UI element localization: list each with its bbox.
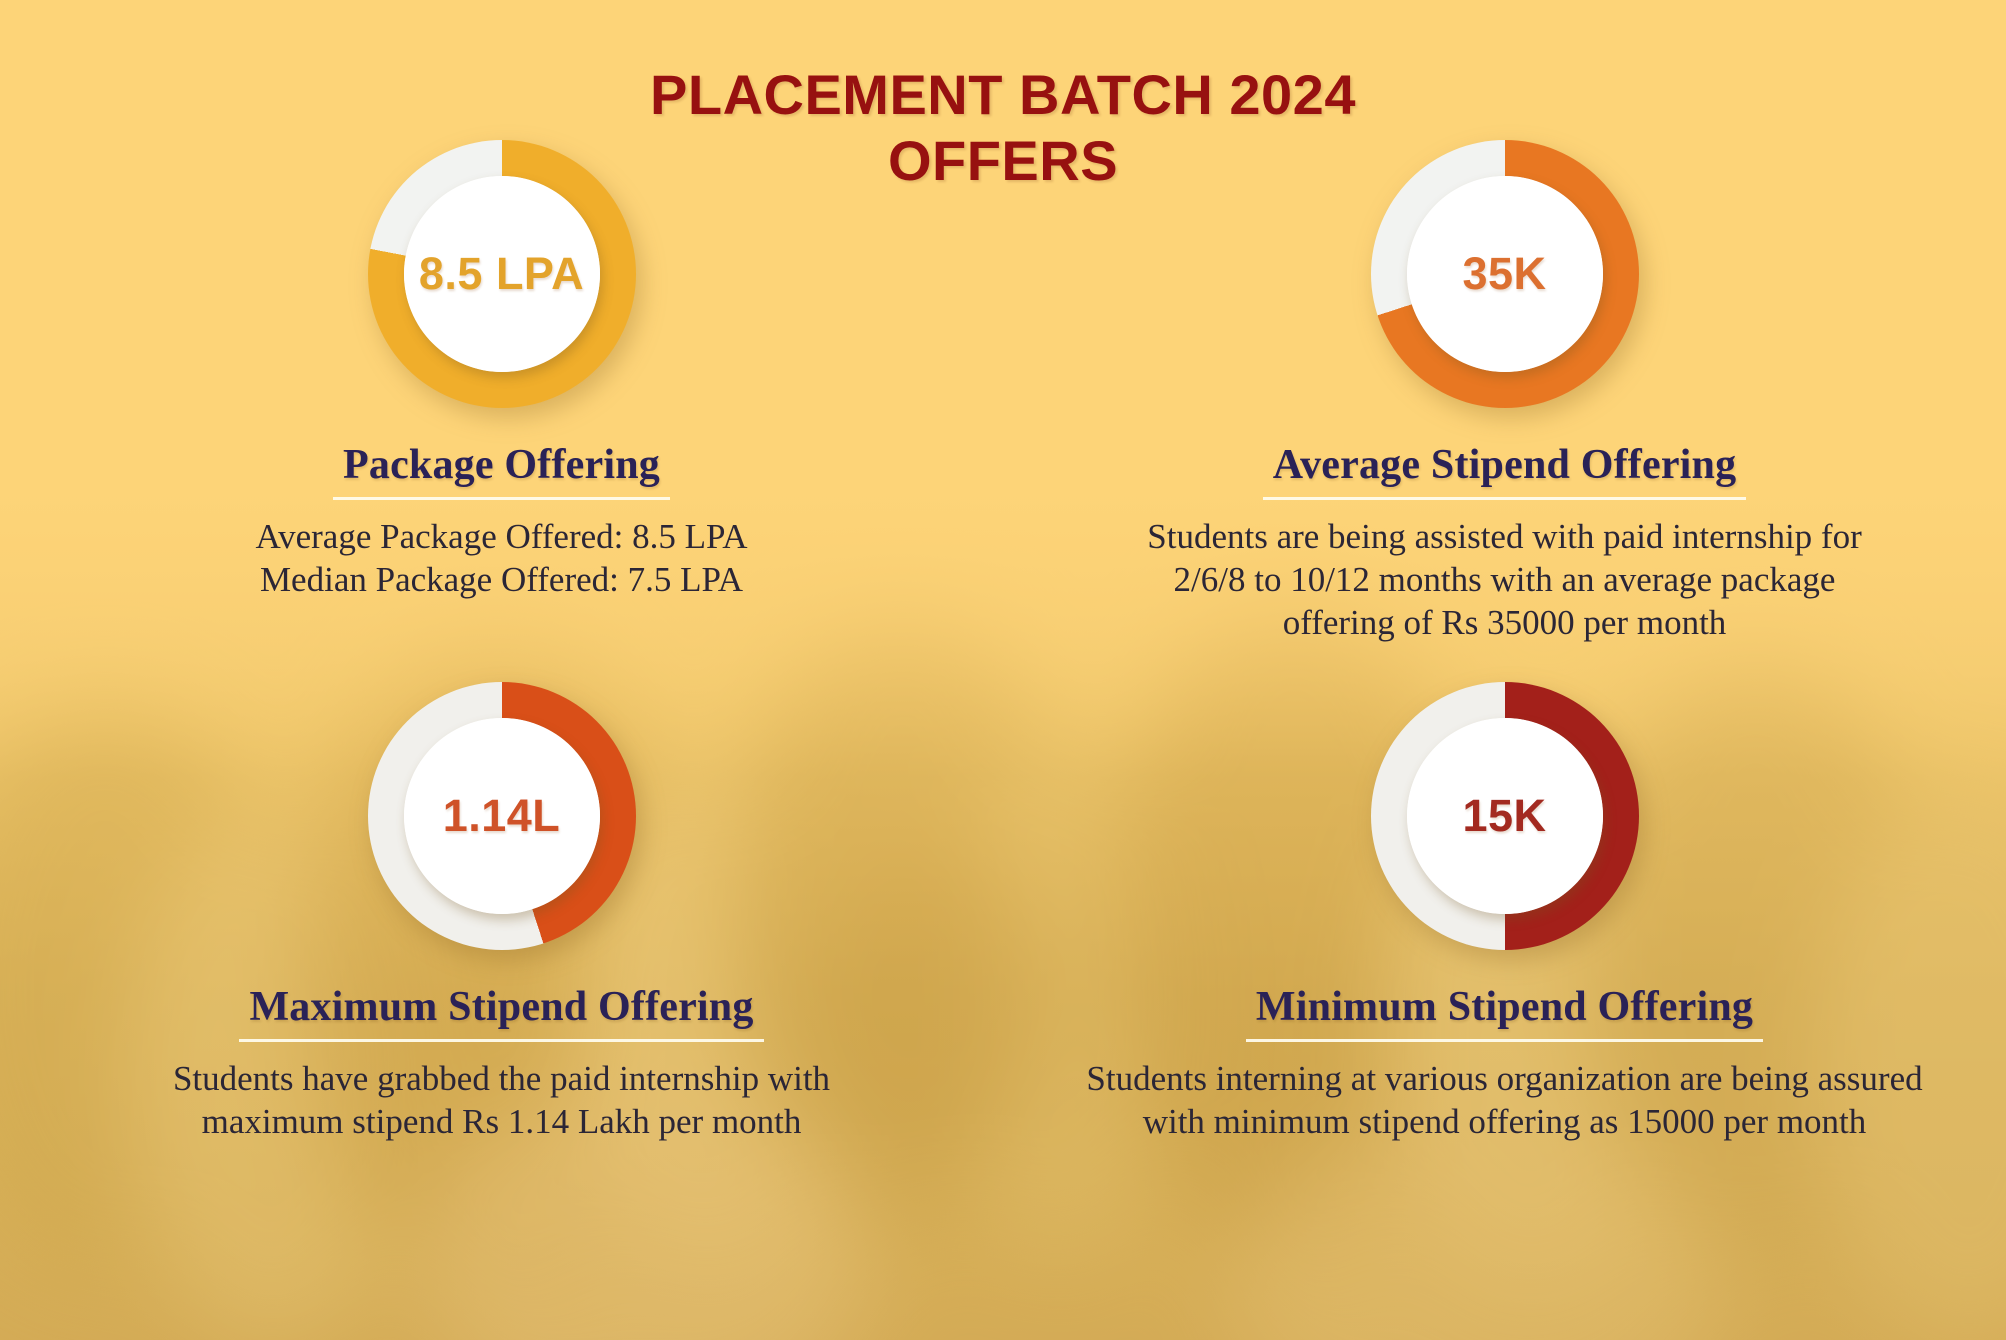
stat-panel-package-offering: 8.5 LPA Package Offering Average Package… (0, 0, 1003, 670)
page-title-line-1: PLACEMENT BATCH 2024 (650, 63, 1356, 126)
stat-description: Students have grabbed the paid internshi… (173, 1058, 830, 1143)
donut-center: 35K (1406, 176, 1603, 372)
page-title: PLACEMENT BATCH 2024 OFFERS (0, 62, 2006, 194)
donut-value-label: 35K (1462, 248, 1547, 299)
stat-heading: Average Stipend Offering (1262, 442, 1747, 501)
stat-description: Students are being assisted with paid in… (1147, 516, 1861, 644)
donut-center: 8.5 LPA (403, 176, 600, 372)
stat-heading: Package Offering (333, 442, 670, 501)
stat-description-line-2: with minimum stipend offering as 15000 p… (1142, 1101, 1867, 1141)
stat-heading: Minimum Stipend Offering (1245, 984, 1764, 1043)
stat-description: Average Package Offered: 8.5 LPA Median … (255, 516, 747, 601)
stat-description-line-1: Students have grabbed the paid internshi… (172, 1059, 831, 1099)
donut-chart-maximum-stipend-offering: 1.14L (367, 682, 636, 950)
stat-description-line-2: maximum stipend Rs 1.14 Lakh per month (201, 1101, 802, 1141)
stat-description: Students interning at various organizati… (1086, 1058, 1922, 1143)
donut-value-label: 1.14L (442, 790, 561, 841)
donut-value-label: 8.5 LPA (418, 248, 585, 299)
donut-chart-average-stipend-offering: 35K (1370, 140, 1639, 408)
stat-heading: Maximum Stipend Offering (239, 984, 764, 1043)
donut-chart-package-offering: 8.5 LPA (367, 140, 636, 408)
donut-chart-minimum-stipend-offering: 15K (1370, 682, 1639, 950)
stat-description-line-1: Average Package Offered: 8.5 LPA (255, 517, 748, 557)
stat-description-line-2: Median Package Offered: 7.5 LPA (259, 559, 744, 599)
page-title-line-2: OFFERS (887, 129, 1119, 193)
stat-panel-maximum-stipend-offering: 1.14L Maximum Stipend Offering Students … (0, 670, 1003, 1340)
stat-description-line-1: Students are being assisted with paid in… (1147, 517, 1862, 557)
stat-panel-average-stipend-offering: 35K Average Stipend Offering Students ar… (1003, 0, 2006, 670)
stat-panel-minimum-stipend-offering: 15K Minimum Stipend Offering Students in… (1003, 670, 2006, 1340)
stat-description-line-3: offering of Rs 35000 per month (1282, 602, 1727, 642)
stat-description-line-1: Students interning at various organizati… (1086, 1059, 1923, 1099)
stat-description-line-2: 2/6/8 to 10/12 months with an average pa… (1173, 559, 1836, 599)
donut-center: 15K (1406, 718, 1603, 914)
donut-value-label: 15K (1462, 790, 1547, 841)
donut-center: 1.14L (403, 718, 600, 914)
